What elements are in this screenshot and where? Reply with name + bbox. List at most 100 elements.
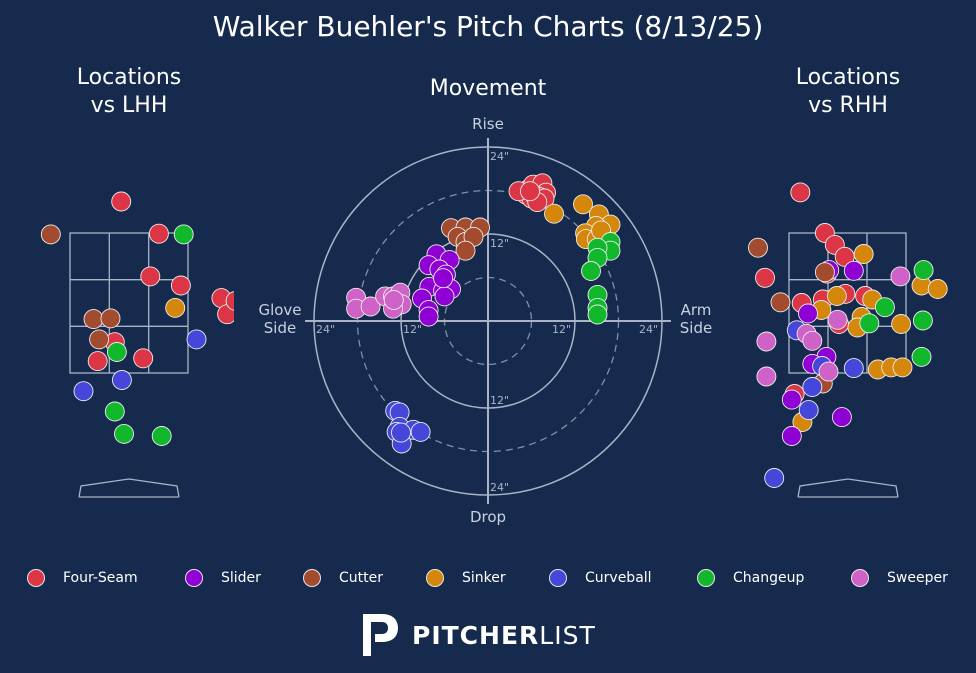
- rhh-point-sinker: [826, 286, 847, 306]
- tick-left-12: 12": [403, 323, 422, 336]
- movement-axis-labels: Rise Drop: [470, 115, 506, 526]
- legend-label: Four-Seam: [63, 570, 138, 586]
- brand-strong: PITCHER: [412, 620, 540, 650]
- movement-point-four-seam: [520, 181, 540, 202]
- tick-bottom-24: 24": [490, 481, 509, 494]
- lhh-point-changeup: [173, 224, 194, 245]
- tick-bottom-12: 12": [490, 394, 509, 407]
- rhh-point-slider: [781, 426, 802, 446]
- rhh-point-sinker: [927, 279, 948, 299]
- movement-point-cutter: [455, 240, 476, 261]
- legend-label: Changeup: [733, 570, 805, 586]
- lhh-point-four-seam: [225, 291, 234, 311]
- rhh-point-slider: [798, 303, 818, 324]
- legend-label: Sweeper: [887, 570, 948, 586]
- lhh-point-four-seam: [140, 266, 161, 287]
- legend-swatch: [27, 569, 45, 587]
- tick-top-24: 24": [490, 150, 509, 163]
- rhh-point-sinker: [892, 357, 913, 378]
- legend-swatch: [426, 569, 444, 587]
- movement-grid: [305, 138, 671, 504]
- rhh-point-sinker: [853, 244, 874, 264]
- arm-side-label: Arm Side: [679, 301, 713, 337]
- rhh-point-curveball: [802, 377, 823, 397]
- lhh-point-cutter: [100, 308, 121, 329]
- rhh-point-sweeper: [818, 361, 839, 382]
- legend-swatch: [303, 569, 321, 587]
- lhh-point-cutter: [83, 309, 104, 330]
- lhh-point-changeup: [104, 401, 125, 422]
- tick-right-24: 24": [639, 323, 658, 336]
- movement-ring-ticks: 24" 12" 12" 24" 24" 12" 12" 24": [316, 150, 658, 494]
- movement-point-sinker: [573, 194, 593, 215]
- rhh-point-slider: [843, 260, 864, 281]
- rhh-point-sinker: [891, 314, 912, 334]
- lhh-panel-title: Locations vs LHH: [76, 65, 182, 118]
- lhh-point-curveball: [73, 381, 94, 402]
- brand-light: LIST: [539, 620, 596, 650]
- legend-swatch: [851, 569, 869, 587]
- pitcherlist-mark-icon: [363, 614, 398, 656]
- lhh-point-four-seam: [111, 191, 132, 212]
- lhh-point-four-seam: [133, 348, 154, 369]
- rhh-point-sweeper: [827, 309, 848, 330]
- legend-swatch: [185, 569, 203, 587]
- lhh-point-cutter: [40, 224, 61, 245]
- legend-item-changeup: Changeup: [697, 565, 804, 591]
- legend-swatch: [549, 569, 567, 587]
- brand-wordmark: PITCHERLIST: [412, 621, 596, 650]
- lhh-point-sinker: [165, 297, 186, 318]
- legend-item-curveball: Curveball: [549, 565, 652, 591]
- rhh-point-sweeper: [756, 331, 777, 352]
- drop-label: Drop: [470, 508, 506, 526]
- rhh-point-slider: [781, 389, 802, 410]
- movement-point-curveball: [410, 421, 431, 442]
- legend-label: Sinker: [462, 570, 506, 586]
- rhh-point-curveball: [764, 468, 785, 488]
- movement-point-curveball: [391, 422, 411, 443]
- legend-swatch: [697, 569, 715, 587]
- lhh-home-plate: [78, 478, 180, 498]
- rhh-point-changeup: [913, 260, 934, 281]
- movement-point-sinker: [544, 203, 564, 224]
- rhh-point-sweeper: [890, 266, 911, 287]
- movement-panel-title: Movement: [429, 76, 547, 101]
- lhh-point-four-seam: [87, 351, 108, 372]
- legend-label: Cutter: [339, 570, 383, 586]
- rhh-panel-title: Locations vs RHH: [795, 65, 901, 118]
- rhh-point-cutter: [814, 262, 835, 283]
- legend-item-four-seam: Four-Seam: [27, 565, 138, 591]
- lhh-point-four-seam: [170, 275, 191, 296]
- rhh-point-curveball: [798, 400, 819, 421]
- legend-label: Slider: [221, 570, 261, 586]
- rhh-point-four-seam: [755, 267, 775, 288]
- chart-title: Walker Buehler's Pitch Charts (8/13/25): [212, 10, 764, 43]
- rhh-points: [748, 182, 948, 488]
- lhh-point-changeup: [106, 342, 127, 362]
- movement-point-sweeper: [360, 296, 381, 317]
- rhh-point-changeup: [874, 297, 895, 318]
- legend-item-cutter: Cutter: [303, 565, 383, 591]
- rhh-point-changeup: [912, 310, 933, 331]
- lhh-point-changeup: [114, 423, 134, 444]
- lhh-point-curveball: [186, 329, 207, 350]
- legend-item-sweeper: Sweeper: [851, 565, 948, 591]
- movement-point-sweeper: [383, 290, 404, 310]
- rhh-point-cutter: [748, 237, 768, 258]
- rhh-point-changeup: [859, 313, 880, 334]
- rhh-point-cutter: [770, 292, 791, 313]
- legend-label: Curveball: [585, 570, 652, 586]
- rhh-point-four-seam: [790, 182, 811, 203]
- legend-item-sinker: Sinker: [426, 565, 506, 591]
- lhh-point-curveball: [111, 370, 132, 390]
- movement-point-slider: [434, 286, 455, 307]
- movement-point-slider: [418, 306, 439, 327]
- lhh-point-cutter: [89, 329, 110, 350]
- rise-label: Rise: [472, 115, 504, 133]
- tick-top-12: 12": [490, 237, 509, 250]
- movement-points: [346, 173, 621, 454]
- lhh-point-four-seam: [148, 223, 169, 244]
- rhh-point-sweeper: [756, 366, 777, 387]
- rhh-home-plate: [797, 478, 899, 498]
